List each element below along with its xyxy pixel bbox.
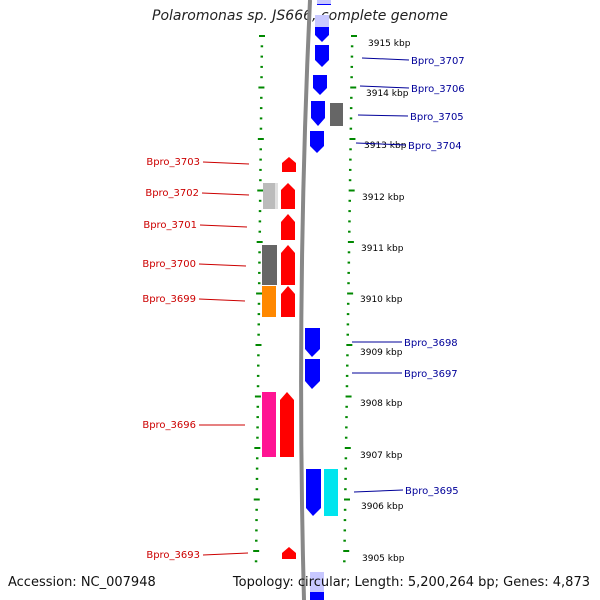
homolog-bpro-3695[interactable] <box>324 469 338 516</box>
gene-label-bpro-3698[interactable]: Bpro_3698 <box>404 338 458 349</box>
gene-bpro-3700[interactable] <box>281 245 295 285</box>
leader-line <box>353 489 404 493</box>
scale-label: 3911 kbp <box>361 244 404 254</box>
scale-labels: 3915 kbp 3914 kbp 3913 kbp 3912 kbp 3911… <box>360 39 411 564</box>
gene-bpro-3693[interactable] <box>282 547 296 559</box>
genome-info-text: Topology: circular; Length: 5,200,264 bp… <box>232 575 590 590</box>
gene-bpro-3697[interactable] <box>305 359 320 389</box>
gene-bpro-3704[interactable] <box>310 131 324 153</box>
right-tick-ruler <box>343 35 357 563</box>
leader-line <box>201 192 250 196</box>
gene-bpro-3696[interactable] <box>280 392 294 457</box>
scale-label: 3907 kbp <box>360 451 403 461</box>
left-tick-ruler <box>253 35 265 563</box>
gene-bpro-3699[interactable] <box>281 286 295 317</box>
gene-bpro-3698[interactable] <box>305 328 320 357</box>
leader-line <box>359 85 410 89</box>
homolog-bpro-3700[interactable] <box>262 245 277 285</box>
homolog-bpro-3699[interactable] <box>262 286 276 317</box>
gene-bpro-3701[interactable] <box>281 214 295 240</box>
gene-bottom-partial[interactable] <box>310 592 324 600</box>
scale-label: 3908 kbp <box>360 399 403 409</box>
scale-label: 3913 kbp <box>364 141 407 151</box>
homolog-bpro-3705[interactable] <box>330 103 343 126</box>
genome-backbone <box>299 0 312 600</box>
gene-label-bpro-3697[interactable]: Bpro_3697 <box>404 369 458 380</box>
gene-label-bpro-3695[interactable]: Bpro_3695 <box>405 486 459 497</box>
leader-line <box>198 263 247 267</box>
gene-label-bpro-3696[interactable]: Bpro_3696 <box>142 420 196 431</box>
homolog-shade <box>275 183 278 209</box>
gene-label-bpro-3706[interactable]: Bpro_3706 <box>411 84 465 95</box>
leader-line <box>202 161 250 165</box>
scale-label: 3905 kbp <box>362 554 405 564</box>
gene-bpro-3702[interactable] <box>281 183 295 209</box>
gene-label-bpro-3700[interactable]: Bpro_3700 <box>142 259 196 270</box>
gene-bpro-3705[interactable] <box>311 101 325 126</box>
gene-label-bpro-3701[interactable]: Bpro_3701 <box>143 220 197 231</box>
leader-line <box>199 224 248 228</box>
gene-label-bpro-3699[interactable]: Bpro_3699 <box>142 294 196 305</box>
scale-label: 3909 kbp <box>360 348 403 358</box>
homolog-bpro-3696[interactable] <box>262 392 276 457</box>
minus-strand-genes <box>305 0 343 600</box>
homolog-top-partial <box>317 0 331 4</box>
gene-bpro-3695[interactable] <box>306 469 321 516</box>
gene-label-bpro-3693[interactable]: Bpro_3693 <box>146 550 200 561</box>
homolog-upper-1 <box>315 15 329 27</box>
scale-label: 3906 kbp <box>361 502 404 512</box>
gene-label-bpro-3704[interactable]: Bpro_3704 <box>408 141 462 152</box>
plus-labels: Bpro_3703 Bpro_3702 Bpro_3701 Bpro_3700 … <box>142 157 250 561</box>
genome-title: Polaromonas sp. JS666, complete genome <box>152 8 448 24</box>
plus-strand-genes <box>262 157 296 559</box>
leader-line <box>202 552 249 556</box>
homolog-bpro-3702[interactable] <box>263 183 277 209</box>
scale-label: 3915 kbp <box>368 39 411 49</box>
minus-labels: Bpro_3707 Bpro_3706 Bpro_3705 Bpro_3704 … <box>352 56 465 497</box>
scale-label: 3914 kbp <box>366 89 409 99</box>
gene-label-bpro-3705[interactable]: Bpro_3705 <box>410 112 464 123</box>
gene-bpro-3703[interactable] <box>282 157 296 172</box>
leader-line <box>357 114 409 117</box>
accession-text: Accession: NC_007948 <box>8 575 156 590</box>
gene-label-bpro-3703[interactable]: Bpro_3703 <box>146 157 200 168</box>
leader-line <box>198 298 246 302</box>
leader-line <box>361 57 410 61</box>
scale-label: 3910 kbp <box>360 295 403 305</box>
homolog-bottom-partial <box>310 572 324 592</box>
gene-label-bpro-3702[interactable]: Bpro_3702 <box>145 188 199 199</box>
scale-label: 3912 kbp <box>362 193 405 203</box>
gene-bpro-3706[interactable] <box>313 75 327 95</box>
gene-label-bpro-3707[interactable]: Bpro_3707 <box>411 56 465 67</box>
gene-bpro-3707[interactable] <box>315 45 329 67</box>
leader-line <box>355 142 407 146</box>
